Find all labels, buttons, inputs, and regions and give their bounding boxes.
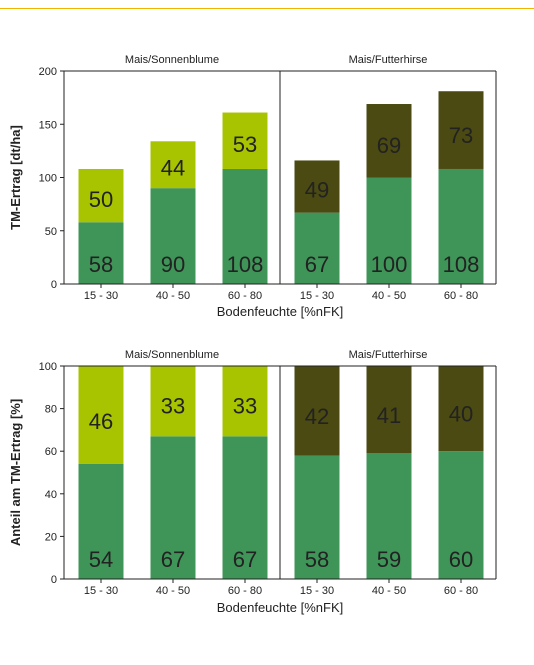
x-axis-label: Bodenfeuchte [%nFK] — [217, 304, 343, 319]
data-label: 67 — [233, 547, 257, 572]
data-label: 54 — [89, 547, 113, 572]
panel-title: Mais/Futterhirse — [349, 349, 428, 361]
data-label: 40 — [449, 402, 473, 427]
bar-segment — [438, 168, 484, 284]
x-tick-label: 60 - 80 — [228, 290, 262, 302]
panel-title: Mais/Sonnenblume — [125, 54, 219, 66]
data-label: 67 — [305, 252, 329, 277]
bar-segment — [222, 112, 268, 169]
y-tick-label: 100 — [39, 173, 57, 185]
data-label: 69 — [377, 133, 401, 158]
data-label: 33 — [233, 393, 257, 418]
bar-segment — [78, 463, 124, 579]
y-tick-label: 150 — [39, 119, 57, 131]
bar-segment — [366, 104, 412, 178]
y-axis-label: Anteil am TM-Ertrag [%] — [8, 399, 23, 546]
data-label: 33 — [161, 393, 185, 418]
bar-segment — [294, 455, 340, 579]
y-tick-label: 40 — [45, 489, 57, 501]
bar-segment — [366, 177, 412, 284]
data-label: 108 — [227, 252, 264, 277]
x-tick-label: 60 - 80 — [228, 585, 262, 597]
bar-segment — [222, 168, 268, 284]
data-label: 59 — [377, 547, 401, 572]
bar-segment — [222, 366, 268, 437]
bar-segment — [150, 366, 196, 437]
data-label: 41 — [377, 403, 401, 428]
data-label: 53 — [233, 132, 257, 157]
bar-segment — [78, 222, 124, 284]
bar-segment — [294, 160, 340, 213]
data-label: 108 — [443, 252, 480, 277]
bar-segment — [366, 366, 412, 454]
data-label: 67 — [161, 547, 185, 572]
y-tick-label: 200 — [39, 66, 57, 78]
data-label: 58 — [305, 547, 329, 572]
y-tick-label: 100 — [39, 361, 57, 373]
x-tick-label: 40 - 50 — [156, 585, 190, 597]
bar-segment — [150, 188, 196, 284]
x-tick-label: 15 - 30 — [84, 585, 118, 597]
x-tick-label: 40 - 50 — [372, 290, 406, 302]
y-tick-label: 50 — [45, 226, 57, 238]
y-axis-label: TM-Ertrag [dt/ha] — [8, 125, 23, 230]
bar-segment — [438, 91, 484, 169]
bar-segment — [294, 212, 340, 284]
x-tick-label: 15 - 30 — [300, 290, 334, 302]
x-tick-label: 60 - 80 — [444, 585, 478, 597]
bar-segment — [78, 366, 124, 464]
data-label: 90 — [161, 252, 185, 277]
y-tick-label: 0 — [51, 574, 57, 586]
bar-segment — [366, 453, 412, 579]
bar-segment — [78, 168, 124, 223]
data-label: 58 — [89, 252, 113, 277]
x-axis-label: Bodenfeuchte [%nFK] — [217, 600, 343, 615]
top-rule — [0, 0, 534, 9]
data-label: 49 — [305, 178, 329, 203]
y-tick-label: 60 — [45, 446, 57, 458]
bar-segment — [438, 451, 484, 579]
data-label: 46 — [89, 409, 113, 434]
bar-segment — [438, 366, 484, 452]
data-label: 73 — [449, 123, 473, 148]
x-tick-label: 40 - 50 — [156, 290, 190, 302]
data-label: 100 — [371, 252, 408, 277]
y-tick-label: 80 — [45, 404, 57, 416]
bar-segment — [222, 436, 268, 579]
data-label: 50 — [89, 187, 113, 212]
x-tick-label: 15 - 30 — [84, 290, 118, 302]
panel-title: Mais/Futterhirse — [349, 54, 428, 66]
y-tick-label: 20 — [45, 531, 57, 543]
panel-title: Mais/Sonnenblume — [125, 349, 219, 361]
data-label: 44 — [161, 156, 185, 181]
x-tick-label: 60 - 80 — [444, 290, 478, 302]
bar-segment — [150, 141, 196, 189]
y-tick-label: 0 — [51, 279, 57, 291]
data-label: 42 — [305, 404, 329, 429]
x-tick-label: 15 - 30 — [300, 585, 334, 597]
bar-segment — [294, 366, 340, 456]
x-tick-label: 40 - 50 — [372, 585, 406, 597]
data-label: 60 — [449, 547, 473, 572]
bar-segment — [150, 436, 196, 579]
